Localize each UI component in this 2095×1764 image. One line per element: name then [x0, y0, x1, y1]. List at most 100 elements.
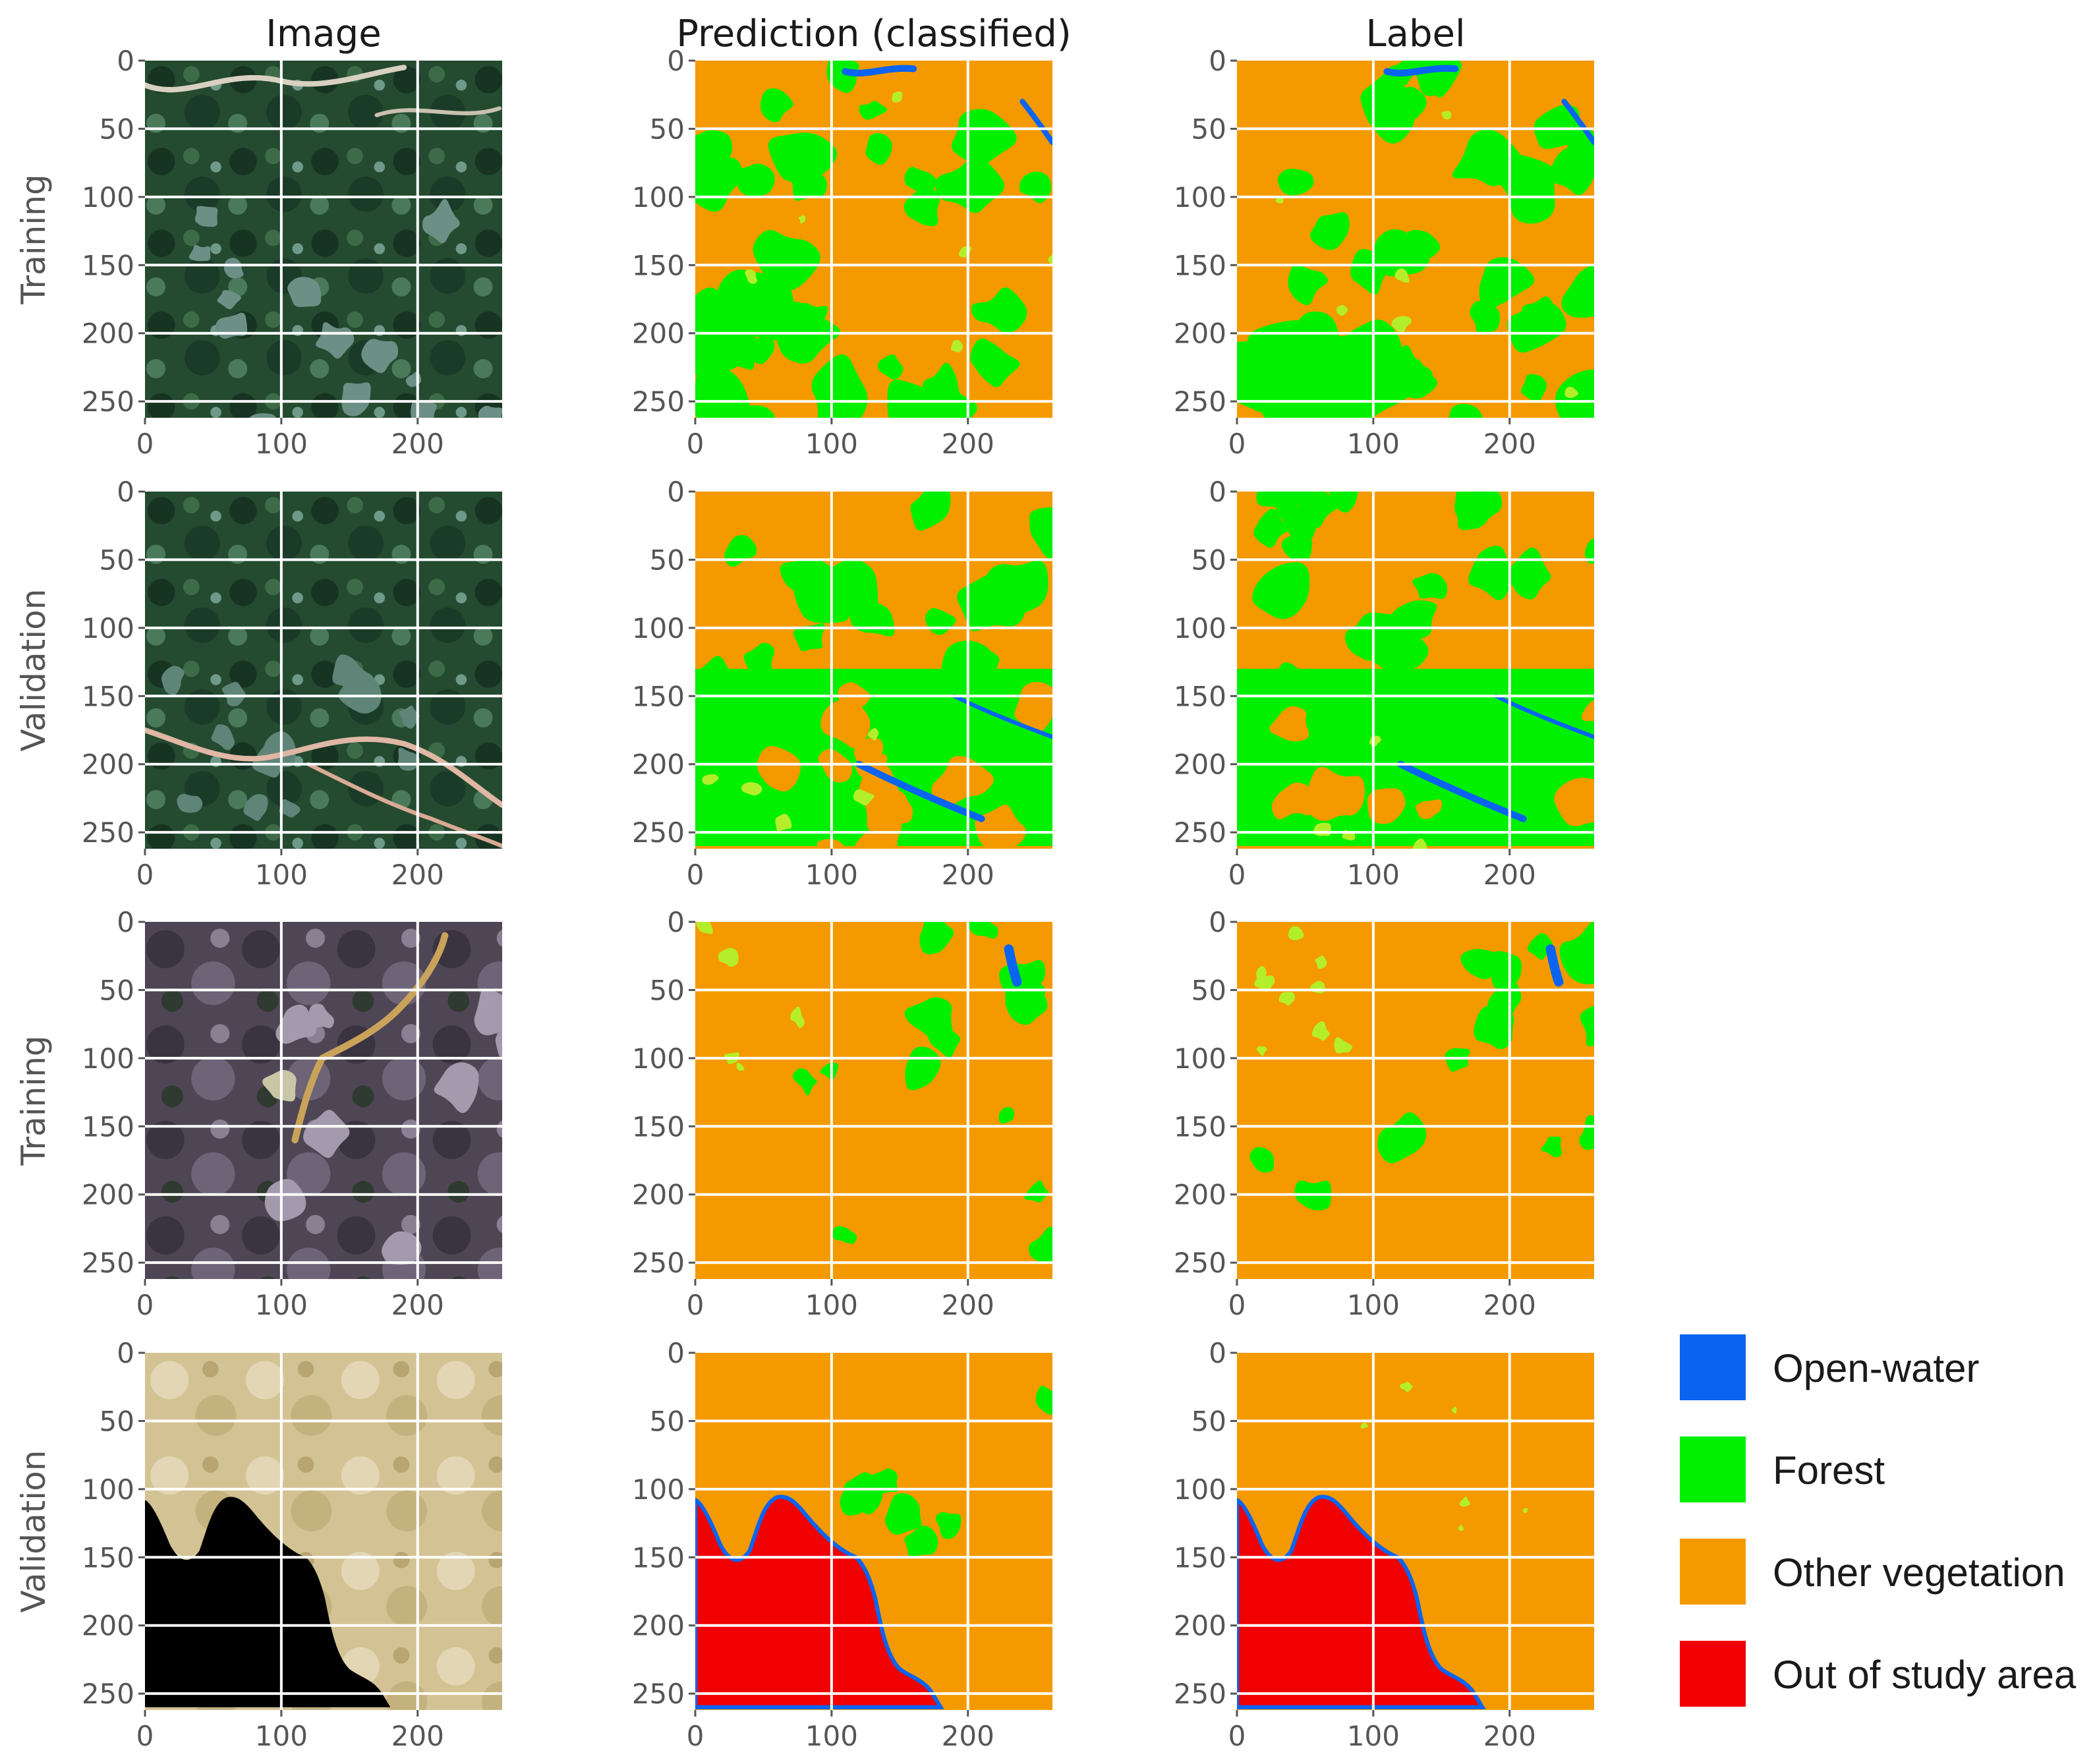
row-label-3: Validation [14, 1450, 53, 1613]
forest-patch [859, 101, 888, 120]
forest-patch [734, 163, 775, 196]
bright-patch [243, 793, 268, 821]
out-of-area-mask [145, 1496, 391, 1707]
light-vegetation-patch [1391, 316, 1412, 333]
forest-patch [1019, 171, 1052, 204]
forest-patch [1412, 573, 1448, 600]
x-tick-label: 200 [1483, 428, 1536, 460]
scene-mountain-prediction-background [695, 922, 1052, 1279]
light-vegetation-patch [1564, 386, 1579, 399]
light-vegetation-patch [1394, 268, 1410, 283]
bright-ridge [382, 1231, 422, 1265]
light-vegetation-patch [736, 1062, 745, 1071]
x-tick-label: 100 [1347, 428, 1400, 460]
forest-patch [1288, 264, 1328, 305]
x-tick-label: 200 [391, 859, 444, 891]
y-tick-label: 50 [650, 1405, 685, 1437]
forest-patch [1510, 562, 1541, 592]
x-tick-label: 100 [1347, 1289, 1400, 1321]
x-tick-label: 200 [942, 1289, 994, 1321]
light-vegetation-patch [1311, 1021, 1330, 1041]
forest-patch [826, 61, 859, 93]
y-tick-label: 50 [1191, 1405, 1226, 1437]
y-tick-label: 250 [1174, 816, 1226, 849]
open-water-channel [1545, 944, 1564, 987]
scene-forest-image-background [145, 61, 502, 418]
forest-patch [1029, 507, 1052, 559]
y-tick-label: 200 [1174, 1610, 1226, 1642]
x-tick-label: 0 [136, 1720, 154, 1752]
y-tick-label: 0 [1209, 476, 1226, 508]
y-tick-label: 100 [82, 612, 134, 644]
y-tick-label: 100 [1174, 1473, 1226, 1506]
y-tick-label: 150 [632, 249, 685, 281]
y-tick-label: 250 [632, 1678, 685, 1710]
y-tick-label: 100 [1174, 181, 1226, 213]
x-tick-label: 200 [1483, 859, 1536, 891]
y-tick-label: 150 [1174, 680, 1226, 712]
x-tick-label: 0 [687, 1720, 704, 1752]
y-tick-label: 100 [632, 1042, 685, 1075]
y-tick-label: 250 [1174, 385, 1226, 418]
light-vegetation-patch [775, 814, 792, 832]
bright-ridge [434, 1062, 479, 1114]
x-tick-label: 0 [687, 859, 704, 891]
y-tick-label: 250 [1174, 1678, 1226, 1710]
forest-patch [1252, 562, 1310, 619]
y-tick-label: 0 [667, 476, 685, 508]
x-tick-label: 100 [255, 859, 308, 891]
forest-patch [970, 338, 1020, 387]
bright-patch [194, 206, 218, 227]
open-water-channel [1019, 98, 1052, 146]
y-tick-label: 250 [82, 1247, 134, 1279]
forest-patch [1402, 229, 1441, 263]
forest-patch [934, 155, 1005, 213]
open-water-channel [291, 932, 449, 1144]
light-vegetation-patch [853, 789, 875, 806]
scene-mountain-image-background [145, 922, 502, 1279]
bright-ridge [474, 988, 502, 1036]
y-tick-label: 50 [100, 113, 134, 145]
y-tick-label: 0 [117, 45, 134, 77]
light-vegetation-patch [696, 922, 713, 934]
light-vegetation-patch [790, 1006, 805, 1029]
y-tick-label: 200 [632, 749, 685, 781]
other-vegetation-patch [1581, 699, 1594, 722]
open-water-channel [1397, 760, 1527, 822]
forest-patch [716, 270, 795, 341]
bright-patch [217, 290, 241, 310]
open-water-channel [952, 694, 1052, 739]
other-vegetation-patch [1466, 847, 1479, 849]
forest-patch [904, 1525, 938, 1558]
forest-patch [1487, 977, 1522, 1017]
light-vegetation-patch [1275, 196, 1284, 204]
forest-patch [1257, 360, 1344, 418]
bright-patch [177, 793, 203, 813]
y-tick-label: 200 [632, 1610, 685, 1642]
light-vegetation-patch [1278, 992, 1296, 1006]
x-tick-label: 200 [391, 1720, 444, 1752]
light-vegetation-patch [745, 269, 757, 284]
forest-patch [743, 642, 775, 675]
bright-patch [411, 400, 437, 418]
x-tick-label: 0 [1228, 1720, 1246, 1752]
y-tick-label: 50 [650, 974, 685, 1006]
row-label-1: Validation [14, 589, 53, 752]
column-title-label: Label [1365, 13, 1465, 55]
other-vegetation-patch [1416, 799, 1443, 819]
forest-patch [1541, 1136, 1562, 1158]
bright-patch [161, 666, 185, 696]
y-tick-label: 0 [667, 906, 685, 938]
open-water-channel [306, 762, 502, 848]
forest-patch [992, 581, 1021, 610]
y-tick-label: 200 [632, 1179, 685, 1211]
forest-patch [1555, 369, 1594, 418]
light-vegetation-patch [1248, 851, 1263, 867]
y-tick-label: 0 [667, 1337, 685, 1369]
y-tick-label: 0 [1209, 45, 1226, 77]
bright-patch [422, 199, 460, 244]
light-vegetation-patch [1522, 1508, 1528, 1513]
forest-patch [1521, 374, 1547, 403]
